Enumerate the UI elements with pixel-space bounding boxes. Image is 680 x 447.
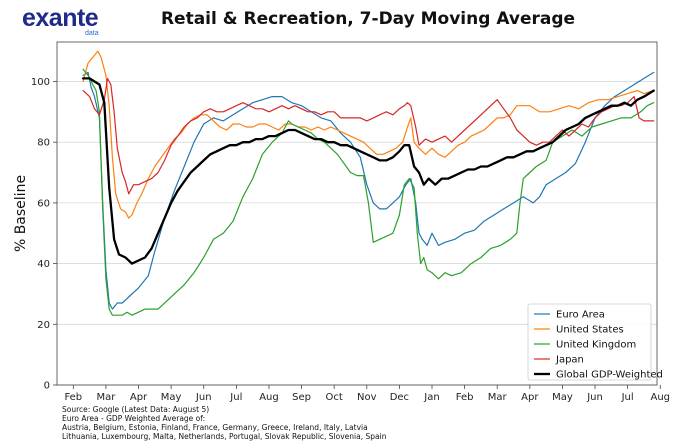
x-tick-label: Jul bbox=[229, 392, 242, 403]
legend-label: Euro Area bbox=[556, 310, 605, 321]
footnote-line-1: Euro Area - GDP Weighted Average of: bbox=[62, 414, 206, 423]
series-line-united-states bbox=[82, 50, 655, 219]
footnotes: Source: Google (Latest Data: August 5) E… bbox=[62, 405, 386, 441]
footnote-line-3: Lithuania, Luxembourg, Malta, Netherland… bbox=[62, 432, 387, 441]
x-tick-label: Mar bbox=[488, 392, 508, 403]
x-tick-label: Feb bbox=[64, 392, 82, 403]
x-tick-label: Apr bbox=[521, 392, 539, 403]
legend-box bbox=[527, 303, 652, 381]
x-tick-label: Jul bbox=[621, 392, 634, 403]
legend-label: Global GDP-Weighted bbox=[556, 370, 663, 381]
legend-label: United Kingdom bbox=[556, 340, 636, 351]
series-line-euro-area bbox=[82, 71, 655, 310]
x-tick-label: May bbox=[161, 392, 182, 403]
exante-logo: exante data bbox=[22, 4, 99, 37]
series-lines bbox=[81, 50, 655, 316]
x-tick-label: Feb bbox=[456, 392, 474, 403]
x-tick-label: Mar bbox=[96, 392, 116, 403]
x-tick-label: Jun bbox=[586, 392, 603, 403]
x-tick-label: Jan bbox=[423, 392, 439, 403]
chart-title: Retail & Recreation, 7-Day Moving Averag… bbox=[160, 9, 576, 29]
legend-label: Japan bbox=[555, 355, 584, 366]
x-tick-label: Aug bbox=[259, 392, 279, 403]
y-tick-label: 100 bbox=[31, 77, 50, 88]
series-line-japan bbox=[82, 77, 655, 195]
y-axis-label: % Baseline bbox=[13, 175, 29, 252]
y-tick-label: 40 bbox=[37, 259, 50, 270]
x-tick-label: Oct bbox=[326, 392, 343, 403]
x-tick-label: Sep bbox=[292, 392, 311, 403]
x-axis-ticks: Feb Mar Apr May Jun Jul Aug Sep Oct Nov Dec Jan Feb M… bbox=[64, 385, 670, 403]
footnote-line-2: Austria, Belgium, Estonia, Finland, Fran… bbox=[62, 423, 368, 432]
legend: Euro Area United States United Kingdom Japa… bbox=[527, 303, 663, 381]
x-tick-label: Apr bbox=[130, 392, 148, 403]
x-tick-label: Jun bbox=[195, 392, 212, 403]
y-tick-label: 0 bbox=[44, 381, 50, 392]
logo-subtext: data bbox=[85, 30, 99, 37]
series-line-global-gdp-weighted bbox=[81, 77, 655, 265]
legend-label: United States bbox=[556, 325, 624, 336]
x-tick-label: May bbox=[552, 392, 573, 403]
x-tick-label: Aug bbox=[650, 392, 670, 403]
y-tick-label: 20 bbox=[37, 320, 50, 331]
plot-frame bbox=[56, 41, 658, 386]
series-line-united-kingdom bbox=[82, 68, 655, 316]
x-tick-label: Dec bbox=[390, 392, 409, 403]
x-tick-label: Nov bbox=[357, 392, 377, 403]
y-tick-label: 60 bbox=[37, 198, 50, 209]
y-tick-label: 80 bbox=[37, 138, 50, 149]
y-axis-ticks: 0 20 40 60 80 100 bbox=[31, 77, 57, 392]
logo-wordmark: exante bbox=[22, 4, 99, 32]
source-note: Source: Google (Latest Data: August 5) bbox=[62, 405, 210, 414]
